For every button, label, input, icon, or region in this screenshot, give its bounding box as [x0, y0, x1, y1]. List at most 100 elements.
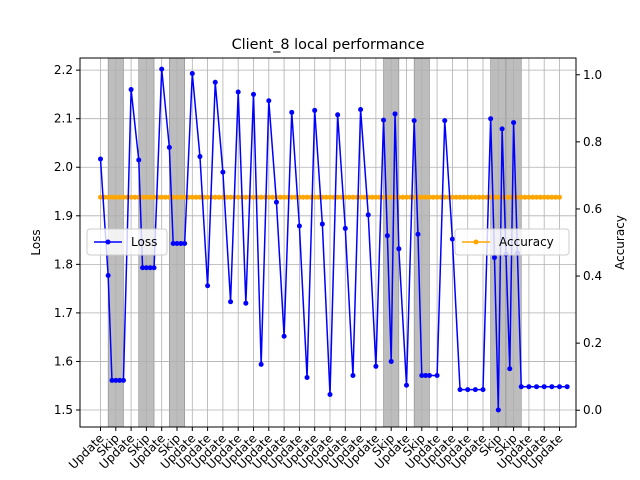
loss-point: [151, 265, 157, 271]
loss-point: [335, 112, 341, 118]
accuracy-point: [480, 194, 486, 200]
loss-point: [426, 373, 432, 379]
y-tick-label-right: 0.4: [583, 269, 602, 283]
loss-point: [549, 384, 555, 390]
accuracy-point: [159, 194, 165, 200]
loss-point: [128, 87, 134, 93]
y-tick-label-right: 1.0: [583, 68, 602, 82]
accuracy-point: [472, 194, 478, 200]
y-tick-label-left: 2.2: [54, 63, 73, 77]
legend-accuracy: Accuracy: [454, 228, 570, 256]
accuracy-point: [105, 194, 111, 200]
accuracy-point: [266, 194, 272, 200]
accuracy-point: [120, 194, 126, 200]
loss-point: [296, 223, 302, 229]
loss-point: [384, 233, 390, 239]
accuracy-point: [258, 194, 264, 200]
accuracy-point: [530, 194, 536, 200]
accuracy-point: [549, 194, 555, 200]
loss-point: [404, 382, 409, 388]
accuracy-point: [518, 194, 524, 200]
loss-point: [507, 366, 513, 372]
y-tick-label-right: 0.8: [583, 135, 602, 149]
loss-point: [511, 120, 517, 126]
loss-point: [136, 157, 142, 163]
loss-point: [499, 126, 505, 132]
accuracy-point: [109, 194, 115, 200]
loss-point: [350, 373, 356, 379]
accuracy-point: [545, 194, 551, 200]
loss-point: [518, 384, 524, 390]
loss-point: [319, 221, 325, 227]
accuracy-point: [469, 194, 475, 200]
loss-point: [117, 377, 123, 383]
accuracy-point: [212, 194, 218, 200]
loss-point: [266, 98, 272, 104]
loss-point: [220, 169, 226, 175]
chart-title: Client_8 local performance: [232, 37, 425, 53]
accuracy-point: [461, 194, 467, 200]
accuracy-point: [522, 194, 528, 200]
accuracy-point: [557, 194, 562, 200]
loss-point: [178, 240, 184, 246]
accuracy-point: [335, 194, 341, 200]
loss-point: [113, 377, 119, 383]
loss-point: [312, 107, 318, 113]
accuracy-point: [488, 194, 494, 200]
accuracy-point: [388, 194, 394, 200]
loss-point: [411, 118, 417, 124]
accuracy-point: [323, 194, 329, 200]
accuracy-point: [151, 194, 157, 200]
accuracy-point: [426, 194, 432, 200]
loss-point: [480, 387, 486, 393]
accuracy-point: [193, 194, 199, 200]
accuracy-point: [400, 194, 406, 200]
accuracy-point: [419, 194, 425, 200]
loss-point: [182, 240, 188, 246]
accuracy-point: [235, 194, 241, 200]
loss-point: [243, 300, 249, 306]
y-tick-label-left: 1.7: [54, 306, 73, 320]
accuracy-point: [117, 194, 123, 200]
accuracy-point: [189, 194, 195, 200]
left-y-axis: 1.5 1.6 1.7 1.8 1.9 2.0 2.1 2.2: [54, 63, 80, 417]
accuracy-point: [537, 194, 543, 200]
loss-point: [140, 265, 146, 271]
y-tick-label-left: 1.6: [54, 354, 73, 368]
loss-point: [392, 111, 398, 117]
loss-point: [189, 71, 195, 77]
accuracy-point: [98, 194, 103, 200]
loss-point: [465, 387, 471, 393]
loss-point: [526, 384, 532, 390]
loss-point: [342, 225, 348, 231]
loss-point: [235, 89, 241, 95]
legend-accuracy-label: Accuracy: [499, 235, 554, 249]
accuracy-point: [350, 194, 356, 200]
loss-point: [304, 374, 310, 380]
loss-point: [109, 377, 115, 383]
accuracy-point: [476, 194, 482, 200]
accuracy-point: [113, 194, 119, 200]
loss-point: [205, 283, 211, 289]
loss-point: [166, 144, 172, 150]
loss-point: [449, 236, 455, 242]
accuracy-point: [178, 194, 184, 200]
accuracy-point: [361, 194, 367, 200]
accuracy-point: [216, 194, 222, 200]
accuracy-point: [143, 194, 149, 200]
y-axis-label-right: Accuracy: [613, 215, 627, 270]
accuracy-point: [304, 194, 310, 200]
accuracy-point: [270, 194, 276, 200]
loss-point: [174, 240, 180, 246]
accuracy-point: [312, 194, 318, 200]
accuracy-point: [251, 194, 256, 200]
loss-point: [327, 391, 333, 397]
accuracy-point: [205, 194, 211, 200]
y-tick-label-right: 0.0: [583, 403, 602, 417]
loss-point: [373, 363, 379, 369]
loss-point: [541, 384, 547, 390]
loss-point: [564, 384, 570, 390]
loss-point: [212, 79, 218, 85]
accuracy-point: [197, 194, 203, 200]
